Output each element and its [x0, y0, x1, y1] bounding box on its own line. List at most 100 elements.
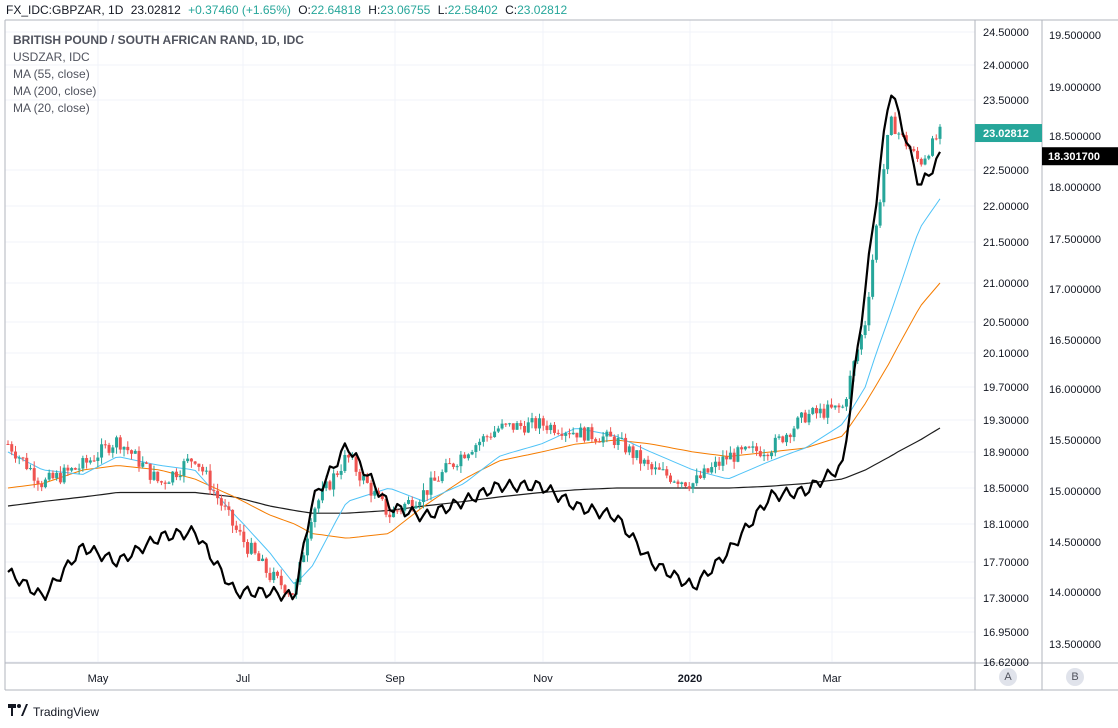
candle-body — [691, 483, 695, 489]
candle-body — [751, 446, 755, 448]
candle-body — [841, 406, 845, 408]
candle-body — [777, 436, 781, 438]
legend-title[interactable]: BRITISH POUND / SOUTH AFRICAN RAND, 1D, … — [13, 33, 304, 47]
candle-body — [747, 446, 751, 448]
candle-body — [642, 459, 646, 464]
candle-body — [481, 436, 485, 442]
scale-a-button[interactable]: A — [999, 668, 1017, 686]
candle-body — [257, 553, 261, 561]
candle-body — [732, 452, 736, 462]
candle-body — [201, 466, 205, 472]
left-axis-tick-label: 22.50000 — [983, 165, 1029, 177]
candle-body — [665, 469, 669, 476]
candle-body — [859, 335, 863, 350]
candle-body — [193, 461, 197, 464]
left-axis-tick-label: 18.50000 — [983, 483, 1029, 495]
candle-body — [238, 529, 242, 532]
right-axis-tick-label: 16.500000 — [1049, 335, 1101, 347]
candle-body — [448, 463, 452, 465]
candle-body — [118, 437, 122, 450]
candle-body — [133, 450, 137, 454]
candle-body — [208, 470, 212, 491]
legend-item-usdzar[interactable]: USDZAR, IDC — [13, 50, 90, 64]
left-axis-tick-label: 21.00000 — [983, 278, 1029, 290]
candle-body — [515, 423, 519, 430]
candle-body — [579, 427, 583, 438]
scale-b-button[interactable]: B — [1066, 668, 1084, 686]
high-value: 23.06755 — [380, 3, 431, 17]
candle-body — [414, 505, 418, 509]
candle-body — [586, 427, 590, 441]
candle-body — [631, 446, 635, 458]
candle-body — [713, 461, 717, 468]
candle-body — [773, 437, 777, 453]
ma55-line — [7, 282, 941, 539]
candle-body — [13, 451, 17, 459]
candle-body — [171, 471, 175, 483]
candle-body — [144, 462, 148, 464]
candle-body — [508, 423, 512, 425]
candle-body — [392, 510, 396, 518]
candle-body — [867, 296, 871, 326]
candle-body — [395, 510, 399, 512]
open-label: O: — [298, 3, 311, 17]
footer-brand[interactable]: TradingView — [8, 702, 99, 722]
candle-body — [582, 427, 586, 441]
candle-body — [429, 477, 433, 495]
candle-body — [66, 467, 70, 471]
left-axis-tick-label: 17.30000 — [983, 593, 1029, 605]
left-axis-tick-label: 20.10000 — [983, 348, 1029, 360]
candle-body — [669, 475, 673, 482]
time-axis-tick-label: Mar — [823, 673, 842, 685]
left-axis-tick-label: 16.62000 — [983, 657, 1029, 669]
candle-body — [335, 473, 339, 475]
candle-body — [440, 472, 444, 482]
candle-body — [377, 490, 381, 495]
candle-body — [657, 467, 661, 470]
candle-body — [358, 471, 362, 481]
candle-body — [893, 116, 897, 135]
candle-body — [32, 468, 36, 481]
left-axis-tick-label: 21.50000 — [983, 237, 1029, 249]
right-axis-tick-label: 18.500000 — [1049, 131, 1101, 143]
candle-body — [594, 439, 598, 442]
candle-body — [328, 481, 332, 490]
left-axis-tick-label: 17.70000 — [983, 557, 1029, 569]
candle-body — [216, 490, 220, 499]
candle-body — [463, 454, 467, 459]
candle-body — [702, 468, 706, 478]
candle-body — [597, 441, 601, 443]
legend-item-ma20[interactable]: MA (20, close) — [13, 101, 90, 115]
candle-body — [556, 432, 560, 434]
legend-item-ma55[interactable]: MA (55, close) — [13, 67, 90, 81]
candle-body — [92, 460, 96, 462]
candle-body — [451, 463, 455, 467]
candle-body — [388, 514, 392, 518]
candle-body — [77, 468, 81, 470]
candle-body — [755, 446, 759, 452]
candle-body — [807, 413, 811, 423]
candle-body — [148, 463, 152, 480]
candle-body — [219, 498, 223, 506]
candle-body — [567, 433, 571, 435]
candle-body — [934, 138, 938, 140]
candle-body — [788, 434, 792, 438]
candle-body — [130, 450, 134, 454]
candle-body — [421, 490, 425, 503]
candle-body — [25, 457, 29, 470]
candle-body — [770, 452, 774, 457]
candle-body — [683, 482, 687, 487]
candle-body — [253, 542, 257, 554]
legend-item-ma200[interactable]: MA (200, close) — [13, 84, 97, 98]
candle-body — [923, 158, 927, 165]
candle-body — [758, 451, 762, 457]
candle-body — [403, 503, 407, 511]
candle-body — [560, 433, 564, 436]
symbol-label[interactable]: FX_IDC:GBPZAR, 1D — [6, 3, 124, 17]
right-axis-tick-label: 14.500000 — [1049, 537, 1101, 549]
candle-body — [916, 150, 920, 159]
right-axis-tick-label: 15.000000 — [1049, 486, 1101, 498]
candle-body — [803, 412, 807, 423]
candle-body — [339, 470, 343, 475]
